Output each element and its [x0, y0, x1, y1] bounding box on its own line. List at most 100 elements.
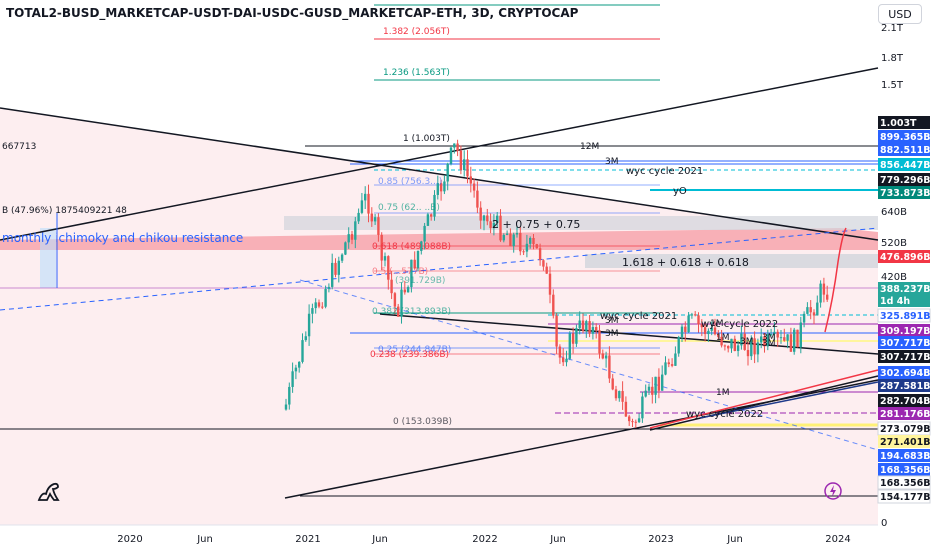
tradingview-logo-icon[interactable]: [36, 478, 66, 504]
price-label: 388.237B: [878, 282, 931, 295]
candle: [598, 324, 601, 359]
price-labels-group: 1.003T 899.365B 882.511B 856.447B 779.296B 73…: [877, 116, 931, 504]
candle: [812, 309, 816, 325]
candle: [713, 318, 717, 336]
candle: [680, 324, 684, 343]
candle: [670, 358, 674, 368]
candle: [595, 323, 598, 339]
price-label: 281.176B: [878, 407, 931, 420]
candle: [410, 259, 413, 293]
candle: [710, 321, 713, 336]
candle: [472, 178, 476, 198]
price-axis[interactable]: 2.1T 1.8T 1.5T 640B 520B 420B 0: [881, 23, 907, 529]
x-tick-label: Jun: [371, 534, 388, 545]
svg-text:194.683B: 194.683B: [880, 451, 931, 462]
svg-text:154.177B: 154.177B: [880, 492, 931, 503]
candle: [416, 250, 420, 272]
candle: [591, 321, 595, 340]
svg-text:168.356B: 168.356B: [880, 465, 931, 476]
resistance-band: [0, 228, 878, 250]
candle: [779, 329, 783, 344]
candle: [654, 376, 657, 404]
left-value-1: 667713: [2, 142, 36, 152]
candle: [519, 226, 522, 256]
candle: [766, 329, 769, 351]
svg-text:779.296B: 779.296B: [880, 175, 931, 186]
svg-text:388.237B: 388.237B: [880, 284, 931, 295]
price-label: 1d 4h: [878, 294, 930, 307]
candle: [476, 181, 479, 214]
svg-text:287.581B: 287.581B: [880, 381, 931, 392]
candle: [769, 328, 773, 337]
price-label: 154.177B: [877, 489, 931, 504]
candle: [466, 150, 469, 184]
flash-icon[interactable]: [824, 482, 842, 500]
gray-zone-2: [585, 254, 878, 268]
candle: [406, 285, 410, 293]
svg-text:325.891B: 325.891B: [880, 311, 931, 322]
time-axis[interactable]: 2020 Jun 2021 Jun 2022 Jun 2023 Jun 2024: [117, 534, 850, 545]
price-label: 882.511B: [878, 143, 931, 156]
candle: [373, 213, 377, 225]
candle: [522, 249, 525, 256]
candle: [532, 233, 535, 250]
candle: [555, 313, 558, 354]
candle: [420, 240, 423, 255]
candle: [433, 190, 436, 221]
x-tick-label: 2022: [472, 534, 497, 545]
svg-text:882.511B: 882.511B: [880, 145, 931, 156]
candle: [294, 364, 298, 380]
candle: [314, 298, 317, 314]
candle: [512, 232, 515, 253]
candle: [634, 419, 637, 428]
formula-1: 2 + 0.75 + 0.75: [492, 218, 580, 231]
x-tick-label: Jun: [726, 534, 743, 545]
candle: [344, 241, 347, 256]
candle: [657, 368, 661, 399]
candle: [542, 259, 545, 271]
candle: [331, 253, 334, 290]
y-tick-label: 420B: [881, 272, 907, 283]
y-tick-label: 1.5T: [881, 80, 904, 91]
svg-text:899.365B: 899.365B: [880, 132, 931, 143]
candle: [489, 213, 492, 234]
candle: [469, 166, 472, 193]
candle: [819, 280, 822, 308]
candle: [354, 216, 357, 249]
formula-2: 1.618 + 0.618 + 0.618: [622, 256, 749, 269]
x-tick-label: Jun: [549, 534, 566, 545]
candle: [743, 326, 746, 351]
fib-label-05: 0.5 (...577B): [372, 267, 428, 277]
annotations-group: 12M 3M 3M 3M wyc cycle 2021 wyc cycle 20…: [492, 142, 778, 420]
currency-button[interactable]: USD: [878, 4, 922, 24]
candle: [786, 334, 789, 349]
candle: [763, 332, 766, 353]
candle: [453, 143, 456, 154]
fib-label-0618: 0.618 (489.088B): [372, 242, 451, 252]
label-3m-e: 3M: [762, 333, 776, 343]
candles-group: [284, 139, 829, 428]
candle: [324, 285, 327, 309]
candle: [690, 312, 694, 319]
candle: [545, 262, 548, 274]
candle: [809, 300, 812, 320]
candle: [684, 321, 687, 342]
price-label: 856.447B: [878, 158, 931, 171]
candle: [357, 208, 360, 224]
candle: [760, 328, 763, 349]
candle: [288, 382, 291, 410]
candle: [350, 230, 354, 245]
candle: [304, 331, 307, 342]
candle: [284, 398, 288, 411]
candle: [505, 230, 509, 236]
candle: [393, 291, 397, 315]
candle: [624, 396, 628, 418]
candle: [733, 335, 736, 352]
price-label: 779.296B: [878, 173, 931, 186]
price-label: 733.873B: [878, 186, 931, 199]
candle: [802, 311, 806, 328]
price-label: 1.003T: [878, 116, 930, 129]
candle: [773, 322, 776, 341]
